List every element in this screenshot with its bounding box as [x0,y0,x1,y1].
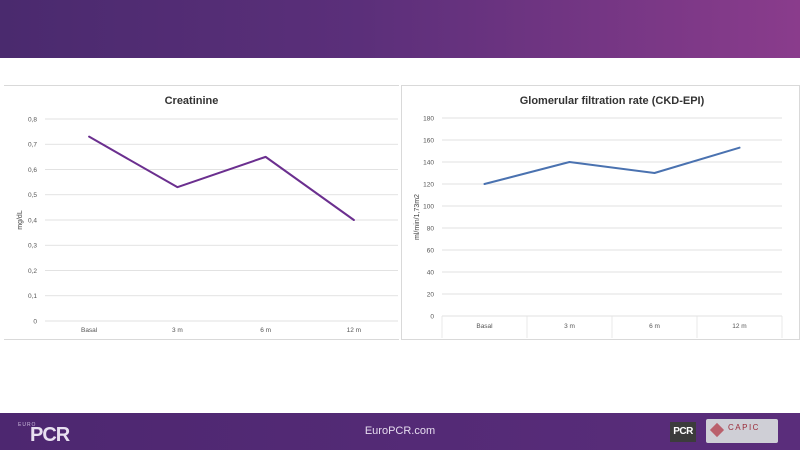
data-point [483,183,486,185]
chart-title: Creatinine [165,95,219,107]
x-tick-label: Basal [81,327,98,334]
x-tick-label: 12 m [732,323,746,330]
europcr-logo-text: PCR [30,424,70,446]
x-tick-label: Basal [476,323,493,330]
x-tick-label: 12 m [347,327,361,334]
y-tick-label: 180 [423,115,434,122]
y-tick-label: 160 [423,137,434,144]
creatinine-chart: Creatinine 0 0,1 0,2 0,3 0,4 0,5 0,6 0,7 0,8 Basal… [17,95,398,334]
y-tick-label: 0 [430,313,434,320]
y-tick-label: 100 [423,203,434,210]
gfr-chart-panel: Glomerular filtration rate (CKD-EPI) 0 20 4… [401,85,800,340]
y-tick-label: 140 [423,159,434,166]
gfr-chart: Glomerular filtration rate (CKD-EPI) 0 20 4… [414,95,783,338]
partner-logo: CAPIC [706,419,778,443]
y-tick-label: 120 [423,181,434,188]
europcr-logo[interactable]: EURO PCR [18,422,78,446]
y-tick-label: 60 [427,247,435,254]
partner-logo-text: CAPIC [728,423,760,432]
chart-title: Glomerular filtration rate (CKD-EPI) [520,95,705,107]
data-point [88,135,90,138]
data-point [176,186,179,188]
x-tick-label: 3 m [172,327,183,334]
y-tick-label: 0,1 [28,293,37,300]
y-tick-label: 20 [427,291,435,298]
footer-bar: EURO PCR EuroPCR.com [0,413,800,450]
y-tick-label: 0,3 [28,243,37,250]
y-tick-label: 0,8 [28,116,37,123]
footer-site-link[interactable]: EuroPCR.com [364,425,436,437]
series-line [88,135,355,221]
y-tick-label: 0,4 [28,217,37,224]
data-point [353,219,355,221]
x-tick-label: 3 m [564,323,575,330]
series-line [483,146,741,185]
creatinine-chart-panel: Creatinine 0 0,1 0,2 0,3 0,4 0,5 0,6 0,7 0,8 Basal… [4,85,399,340]
y-axis-label: mg/dL [17,210,24,230]
europcr-logo-small-text: EURO [18,422,37,428]
x-tick-label: 6 m [649,323,660,330]
y-axis-label: ml/min/1,73m2 [414,194,421,240]
y-tick-label: 0,5 [28,192,37,199]
y-tick-label: 0,2 [28,268,37,275]
y-tick-label: 0 [33,318,37,325]
y-tick-label: 0,6 [28,167,37,174]
data-point [264,156,267,158]
pcr-badge-logo: PCR [670,422,696,442]
partner-logo-icon [709,422,725,438]
y-tick-label: 80 [427,225,435,232]
data-point [738,146,741,149]
data-point [653,172,656,174]
x-tick-label: 6 m [260,327,271,334]
top-banner [0,0,800,58]
y-tick-label: 0,7 [28,142,37,149]
y-tick-label: 40 [427,269,435,276]
data-point [568,161,571,163]
